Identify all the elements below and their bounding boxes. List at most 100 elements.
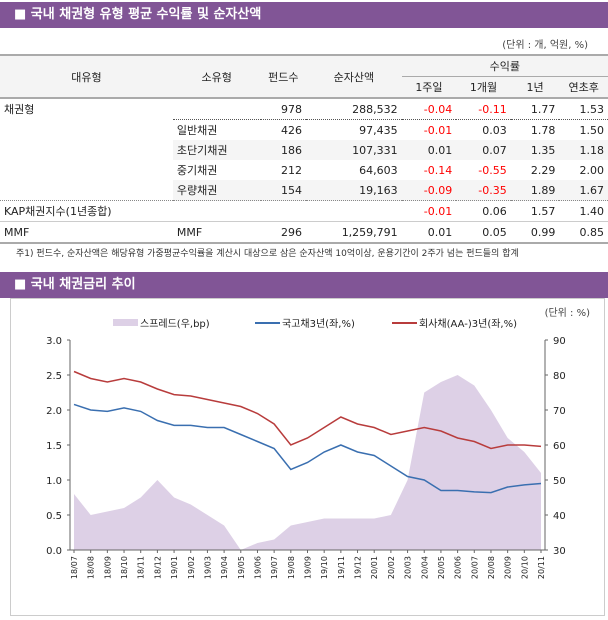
table-cell: 426: [260, 119, 306, 140]
y2-tick-label: 30: [553, 546, 566, 557]
table-cell: 288,532: [352, 102, 398, 116]
table-cell: 19,163: [305, 180, 402, 201]
table-cell: 1.89: [510, 180, 560, 201]
table-cell: 0.07: [456, 140, 511, 160]
series-line: [73, 403, 542, 494]
table-cell: 1.40: [579, 204, 605, 218]
table-row: 우량채권 154 19,163 -0.09 -0.35 1.89 1.67: [0, 180, 608, 201]
table-cell: 1.35: [510, 140, 560, 160]
spread-area: [74, 375, 541, 550]
x-tick-label: 20/11: [537, 556, 546, 579]
table-row: 채권형 978 288,532 -0.04 -0.11 1.77 1.53: [0, 98, 608, 120]
chart-unit: (단위 : %): [544, 308, 590, 319]
col-1y: 1년: [510, 76, 560, 98]
y-tick-label: 3.0: [46, 336, 62, 347]
table-cell: 1.78: [510, 119, 560, 140]
table-cell: 154: [260, 180, 306, 201]
section-title-bar: ■ 국내 채권형 유형 평균 수익률 및 순자산액: [0, 2, 608, 28]
table-cell: -0.01: [423, 204, 453, 218]
y2-tick-label: 70: [553, 406, 566, 417]
y-tick-label: 1.5: [46, 441, 62, 452]
x-tick-label: 18/11: [137, 556, 146, 579]
col-minor: 소유형: [172, 55, 261, 98]
section-title-bar-2: ■ 국내 채권금리 추이: [0, 272, 608, 298]
table-cell: 0.06: [482, 204, 507, 218]
x-tick-label: 20/09: [504, 556, 513, 579]
table-cell: 1.67: [559, 180, 608, 201]
table-cell: 초단기채권: [172, 140, 261, 160]
table-row: 초단기채권 186 107,331 0.01 0.07 1.35 1.18: [0, 140, 608, 160]
y-tick-label: 2.5: [46, 371, 62, 382]
table-cell: 채권형: [4, 103, 35, 117]
table-cell: 0.03: [456, 119, 511, 140]
x-tick-label: 20/10: [520, 556, 529, 579]
y2-tick-label: 50: [553, 476, 566, 487]
x-tick-label: 20/07: [470, 556, 479, 579]
table-cell: 1.57: [530, 204, 556, 218]
table-cell: -0.04: [423, 102, 453, 116]
y-tick-label: 2.0: [46, 406, 62, 417]
table-row: MMF MMF 296 1,259,791 0.01 0.05 0.99 0.85: [0, 221, 608, 244]
y2-tick-label: 60: [553, 441, 566, 452]
table-cell: -0.01: [401, 119, 457, 140]
y-tick-label: 1.0: [46, 476, 62, 487]
x-tick-label: 18/07: [70, 556, 79, 579]
x-tick-label: 19/09: [304, 556, 313, 579]
table-cell: 1.53: [579, 102, 605, 116]
x-tick-label: 19/08: [287, 556, 296, 579]
table-cell: KAP채권지수(1년종합): [4, 205, 112, 218]
x-tick-label: 18/12: [153, 556, 162, 579]
table-row: 일반채권 426 97,435 -0.01 0.03 1.78 1.50: [0, 119, 608, 140]
table-cell: 0.99: [530, 225, 556, 239]
x-tick-label: 20/03: [404, 556, 413, 579]
x-tick-label: 18/08: [87, 556, 96, 579]
table-cell: 중기채권: [176, 164, 218, 177]
legend-swatch: [113, 319, 138, 326]
x-tick-label: 19/10: [320, 556, 329, 579]
unit-label: (단위 : 개, 억원, %): [502, 40, 588, 51]
table-cell: 우량채권: [172, 180, 261, 201]
x-tick-label: 19/02: [187, 556, 196, 579]
y2-tick-label: 40: [553, 511, 566, 522]
footnote: 주1) 펀드수, 순자산액은 해당유형 가중평균수익률을 계산시 대상으로 삼은…: [16, 249, 519, 259]
table-cell: -0.11: [478, 102, 507, 116]
table-cell: 일반채권: [172, 119, 261, 140]
table-cell: 296: [280, 225, 302, 239]
x-tick-label: 19/04: [220, 556, 229, 579]
x-tick-label: 20/04: [420, 556, 429, 579]
section-title: ■ 국내 채권형 유형 평균 수익률 및 순자산액: [14, 7, 262, 22]
table-cell: 978: [280, 102, 302, 116]
table-cell: 2.00: [579, 163, 605, 177]
series-line: [73, 370, 542, 450]
col-ytd: 연초후: [559, 76, 608, 98]
table-cell: 97,435: [305, 119, 402, 140]
x-tick-label: 20/06: [454, 556, 463, 579]
chart-frame: [10, 298, 605, 616]
table-row: KAP채권지수(1년종합) -0.01 0.06 1.57 1.40: [0, 200, 608, 222]
table-cell: -0.09: [401, 180, 457, 201]
table-cell: 0.05: [482, 225, 507, 239]
table-cell: 1.77: [530, 102, 556, 116]
x-tick-label: 18/09: [103, 556, 112, 579]
table-cell: 1.50: [559, 119, 608, 140]
table-cell: 0.01: [427, 225, 453, 239]
x-tick-label: 20/05: [437, 556, 446, 579]
legend-label: 회사채(AA-)3년(좌,%): [419, 318, 517, 330]
table-cell: 2.29: [530, 163, 556, 177]
col-1m: 1개월: [456, 76, 511, 98]
x-tick-label: 20/01: [370, 556, 379, 579]
x-tick-label: 19/06: [253, 556, 262, 579]
table-cell: MMF: [4, 225, 30, 239]
table-cell: 186: [260, 140, 306, 160]
table-cell: -0.35: [456, 180, 511, 201]
section-title: ■ 국내 채권금리 추이: [14, 277, 136, 292]
table-cell: -0.55: [478, 163, 507, 177]
table-cell: 212: [280, 163, 302, 177]
x-tick-label: 19/11: [337, 556, 346, 579]
x-tick-label: 19/01: [170, 556, 179, 579]
col-returns: 수익률: [401, 55, 608, 77]
table-cell: 64,603: [359, 163, 398, 177]
x-tick-label: 20/02: [387, 556, 396, 579]
y2-tick-label: 80: [553, 371, 566, 382]
